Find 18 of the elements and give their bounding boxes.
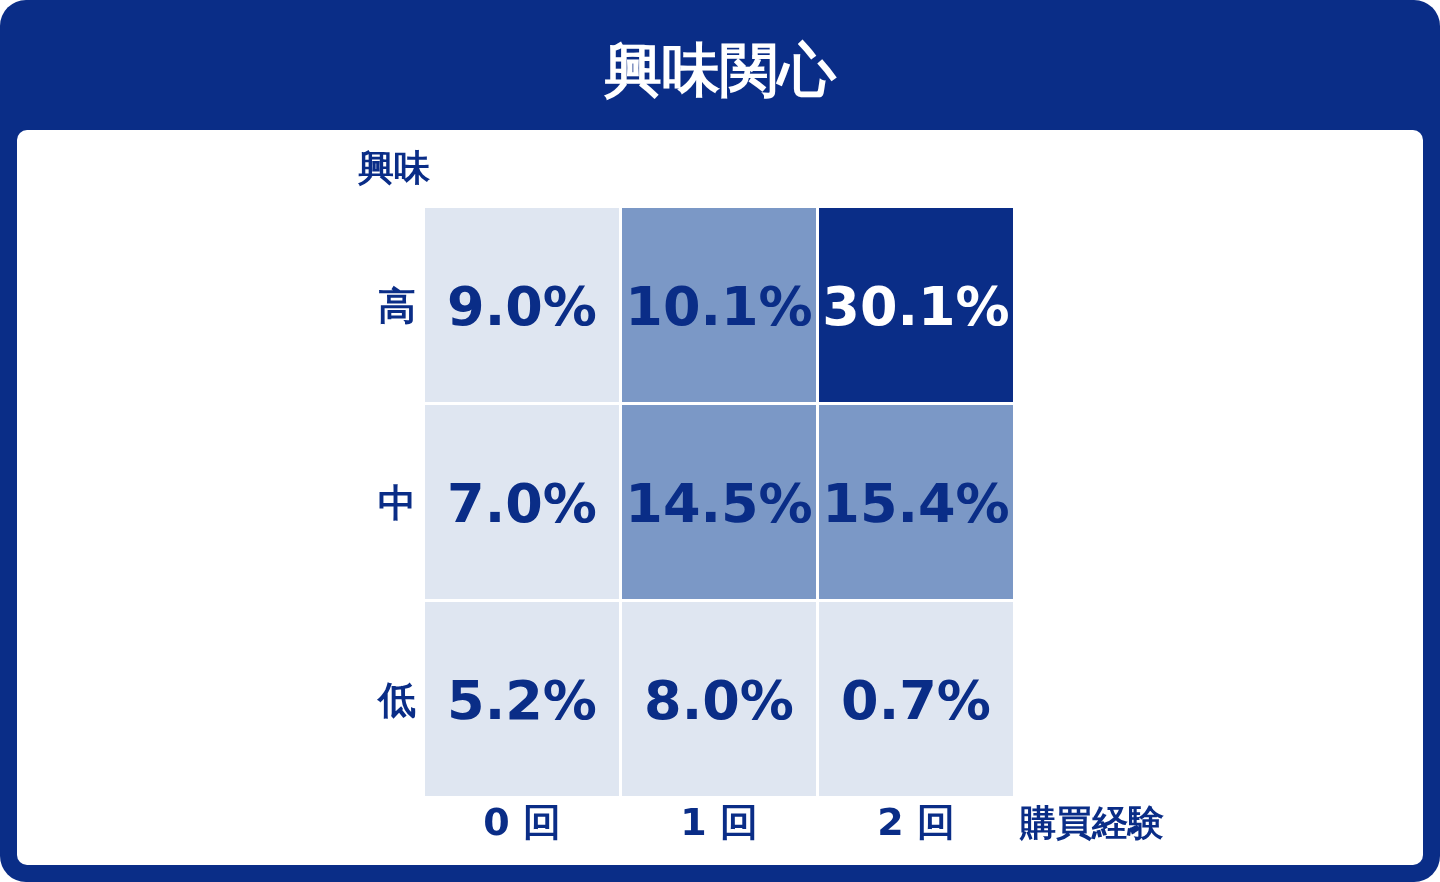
x-tick-label: 2 回	[877, 800, 955, 844]
data-label: 7.0%	[447, 472, 597, 535]
data-label: 30.1%	[822, 275, 1010, 338]
y-tick-label: 中	[378, 481, 416, 525]
data-label: 5.2%	[447, 669, 597, 732]
data-label: 0.7%	[841, 669, 991, 732]
data-label: 10.1%	[625, 275, 813, 338]
data-label: 8.0%	[644, 669, 794, 732]
data-label: 9.0%	[447, 275, 597, 338]
y-tick-label: 高	[378, 284, 416, 328]
x-tick-label: 1 回	[680, 800, 758, 844]
y-axis-title: 興味	[357, 147, 431, 188]
x-tick-label: 0 回	[483, 800, 561, 844]
data-label: 15.4%	[822, 472, 1010, 535]
chart-title: 興味関心	[603, 36, 837, 104]
x-axis-title: 購買経験	[1019, 802, 1164, 843]
y-tick-label: 低	[376, 678, 416, 722]
data-label: 14.5%	[625, 472, 813, 535]
